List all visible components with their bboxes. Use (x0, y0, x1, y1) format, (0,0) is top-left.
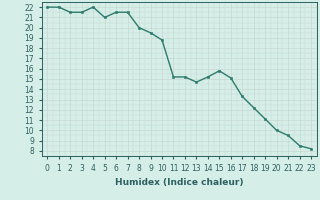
X-axis label: Humidex (Indice chaleur): Humidex (Indice chaleur) (115, 178, 244, 187)
